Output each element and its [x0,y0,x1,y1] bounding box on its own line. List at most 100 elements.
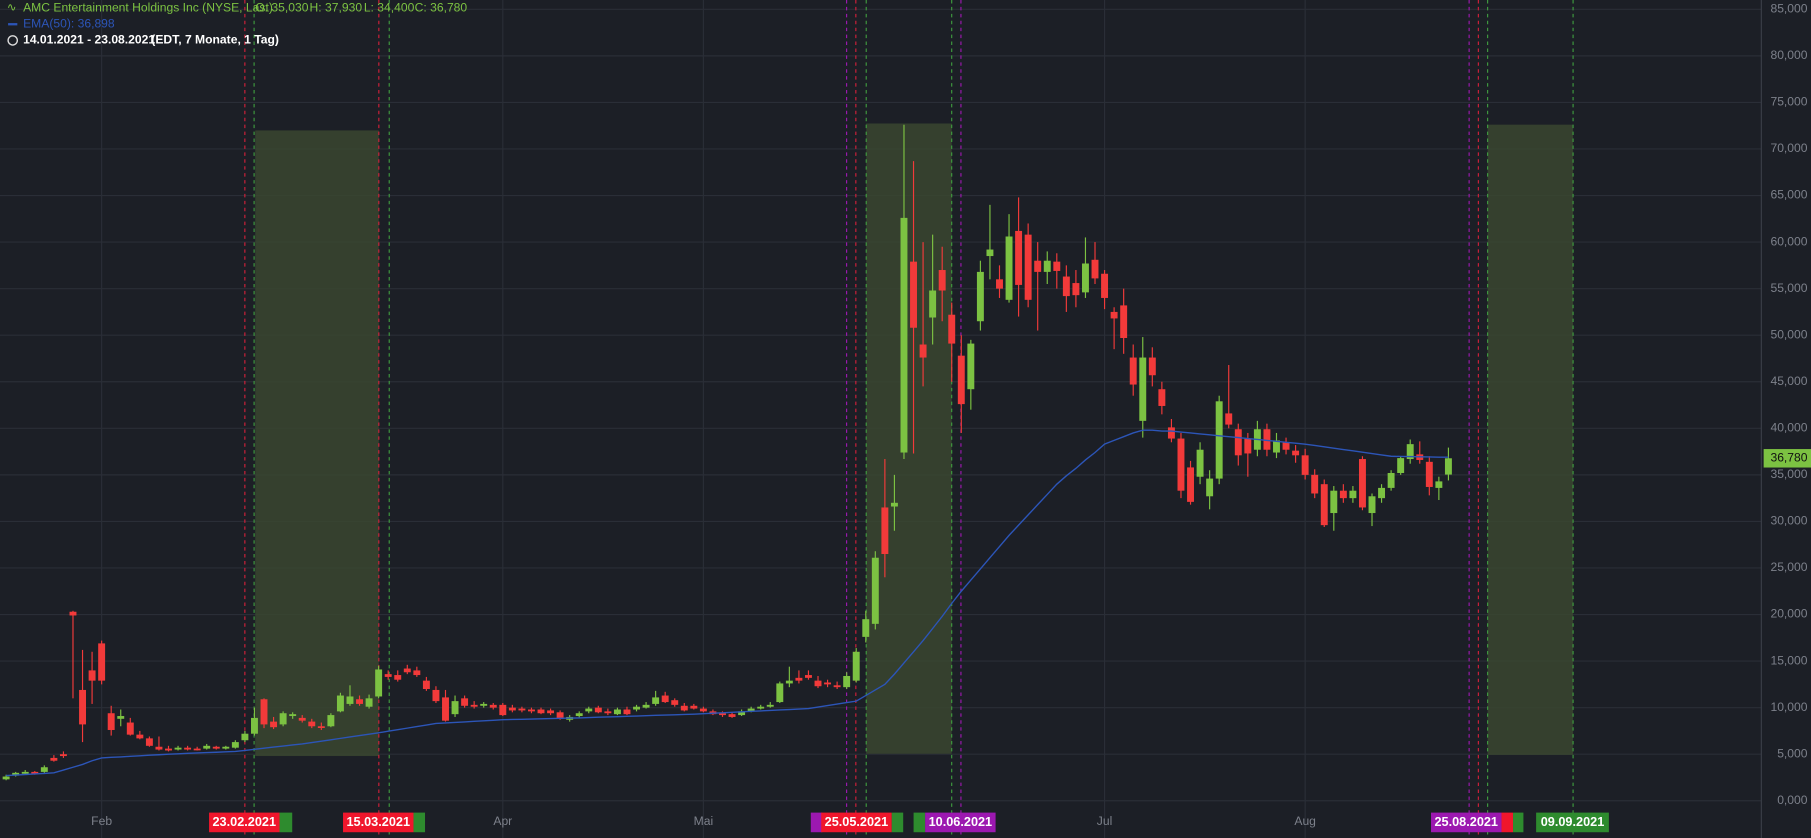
candle-body [1206,478,1214,497]
candle-body [165,748,172,751]
candle-body [375,669,383,697]
candle-body [537,709,545,714]
date-markers: 23.02.2021 15.03.2021 25.05.2021 10.06.2021… [209,812,1609,833]
candle-body [59,754,67,757]
candle-body [604,711,612,714]
x-tick-label: Feb [91,814,112,828]
candle-body [1368,496,1376,514]
candle-body [403,668,411,673]
y-tick-label: 10,000 [1770,700,1807,714]
candle-body [776,683,784,703]
candle-body [804,675,812,678]
y-tick-label: 40,000 [1770,421,1807,435]
candle-body [289,714,297,717]
candle-body [155,746,163,750]
candle-body [518,708,526,711]
y-tick-label: 20,000 [1770,607,1807,621]
marker-box [913,812,926,833]
date-marker-box [1431,812,1502,833]
last-price-box [1763,449,1811,468]
y-tick-label: 75,000 [1770,95,1807,109]
candle-body [1387,473,1395,488]
candle-body [890,502,898,507]
candle-body [1215,401,1223,479]
candle-body [996,279,1003,289]
candle-body [824,682,832,685]
candle-body [203,745,211,749]
candle-body [843,675,851,688]
candle-body [1148,357,1156,376]
candle-body [270,721,278,728]
candle-body [967,343,975,390]
clock-icon [7,35,19,46]
candle-body [212,746,220,749]
candle-body [976,271,984,322]
y-tick-label: 5,000 [1777,746,1808,760]
candle-body [1043,260,1051,272]
header: ∿ AMC Entertainment Holdings Inc (NYSE, … [7,0,467,46]
date-marker-box [343,812,414,833]
marker-box [1513,812,1524,833]
candle-body [145,738,153,746]
y-tick-label: 65,000 [1770,188,1807,202]
candle-body [317,726,325,728]
y-tick-label: 30,000 [1770,514,1807,528]
candle-body [862,619,870,637]
candle-body [394,675,402,680]
date-marker-label: 15.03.2021 [346,815,410,829]
candle-body [79,689,86,725]
candle-body [1196,449,1204,477]
candle-body [594,707,602,713]
candle-body [250,717,258,734]
marker-box [810,812,823,833]
candle-body [308,721,316,727]
y-tick-label: 25,000 [1770,560,1807,574]
candle-body [585,708,593,712]
candle-body [174,747,182,750]
candle-body [1320,484,1328,526]
date-marker-label: 25.08.2021 [1434,815,1498,829]
y-tick-label: 45,000 [1770,374,1807,388]
candle-body [1378,487,1386,499]
candle-body [986,249,994,257]
candle-body [1444,458,1452,475]
candle-body [881,507,889,555]
x-tick-label: Jul [1097,814,1112,828]
candle-body [1034,260,1042,272]
candle-body [690,705,698,709]
candle-body [814,680,822,687]
date-marker-box [1536,812,1609,833]
candle-body [231,742,239,748]
candle-body [852,651,860,681]
zone [255,130,379,757]
candle-body [336,695,344,712]
candle-body [652,697,660,704]
candle-body [910,261,917,328]
candle-body [680,705,688,711]
candle-body [1397,458,1405,474]
candle-body [738,711,746,716]
candle-body [633,706,640,710]
date-range: 14.01.2021 - 23.08.2021 [23,33,155,47]
candle-body [719,713,726,716]
candle-body [747,708,755,712]
candle-body [871,557,879,624]
candle-body [12,772,20,776]
title: AMC Entertainment Holdings Inc (NYSE, La… [23,0,273,14]
candle-body [461,698,469,706]
candle-body [929,290,937,318]
candle-body [279,713,287,725]
candle-body [757,706,765,709]
y-tick-label: 35,000 [1770,467,1807,481]
candle-body [900,217,908,453]
candle-body [1101,273,1109,298]
y-tick-label: 0,000 [1777,793,1808,807]
candle-body [241,733,249,741]
candle-body [298,717,306,721]
candle-body [88,670,96,681]
candle-body [699,708,707,712]
candle-body [1244,438,1252,454]
candle-body [1081,263,1089,293]
